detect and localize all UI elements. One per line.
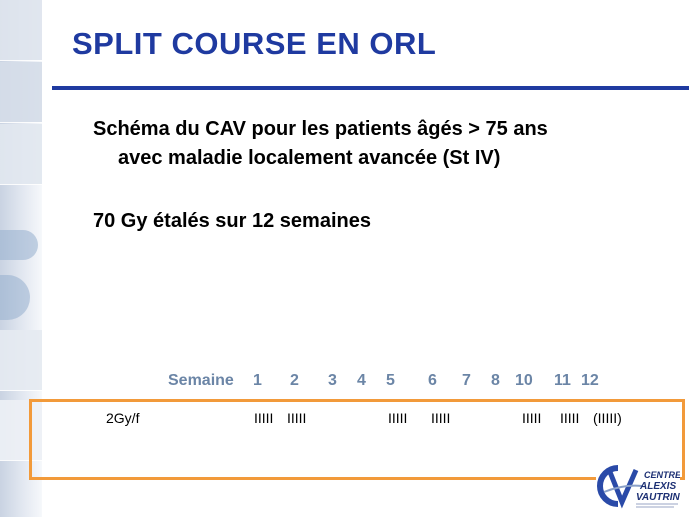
dose-marks: (IIIII) [593, 410, 622, 426]
strip-tile [0, 0, 42, 61]
bullet-line-1: Schéma du CAV pour les patients âgés > 7… [93, 118, 548, 140]
strip-shape [0, 230, 38, 260]
week-number: 1 [253, 372, 262, 389]
week-number: 11 [554, 372, 571, 389]
week-number: 12 [581, 372, 599, 389]
bullet-line-3: 70 Gy étalés sur 12 semaines [93, 210, 371, 232]
logo-line-1: CENTRE [644, 470, 680, 480]
week-number: 8 [491, 372, 500, 389]
logo-line-2: ALEXIS [639, 481, 676, 492]
dose-marks: IIIII [287, 410, 307, 426]
week-number: 6 [428, 372, 437, 389]
decorative-side-strip [0, 0, 42, 517]
dose-marks: IIIII [254, 410, 274, 426]
dose-marks: IIIII [522, 410, 542, 426]
dose-row-label: 2Gy/f [106, 410, 140, 426]
title-underline [52, 86, 689, 90]
dose-schedule-box [29, 399, 685, 480]
week-number: 7 [462, 372, 471, 389]
strip-tile [0, 62, 42, 123]
strip-tile [0, 124, 42, 185]
strip-shape [0, 275, 30, 320]
week-number: 3 [328, 372, 337, 389]
strip-tile [0, 400, 42, 461]
centre-alexis-vautrin-logo: CENTRE ALEXIS VAUTRIN [596, 462, 680, 510]
dose-marks: IIIII [431, 410, 451, 426]
dose-marks: IIIII [560, 410, 580, 426]
week-number: 5 [386, 372, 395, 389]
logo-line-3: VAUTRIN [636, 492, 680, 503]
dose-marks: IIIII [388, 410, 408, 426]
bullet-line-2: avec maladie localement avancée (St IV) [118, 147, 501, 169]
week-header-label: Semaine [168, 372, 234, 389]
strip-tile [0, 330, 42, 391]
slide-title: SPLIT COURSE EN ORL [72, 26, 437, 61]
week-number: 4 [357, 372, 366, 389]
week-number: 2 [290, 372, 299, 389]
week-number: 10 [515, 372, 533, 389]
